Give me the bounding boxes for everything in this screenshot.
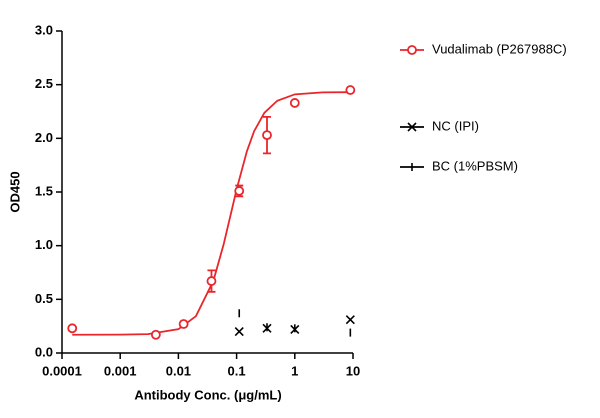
x-tick-label: 0.0001 (42, 363, 82, 378)
legend-marker (407, 45, 417, 55)
y-tick-label: 0.0 (35, 344, 53, 359)
point (67, 323, 78, 334)
y-axis-title: OD450 (7, 171, 22, 212)
x-tick-label: 10 (346, 363, 360, 378)
x-axis-title: Antibody Conc. (μg/mL) (134, 387, 281, 402)
y-tick-label: 2.5 (35, 76, 53, 91)
point (289, 98, 300, 108)
y-tick-label: 0.5 (35, 291, 53, 306)
y-tick-label: 2.0 (35, 130, 53, 145)
y-tick-label: 1.5 (35, 183, 53, 198)
point (234, 326, 244, 337)
legend-label: Vudalimab (P267988C) (432, 41, 567, 56)
x-tick-label: 0.01 (166, 363, 191, 378)
point (206, 276, 217, 286)
fit-curve (72, 91, 351, 336)
point (345, 85, 356, 95)
legend-marker (407, 122, 417, 132)
point (178, 319, 189, 329)
y-tick-label: 1.0 (35, 237, 53, 252)
x-tick-label: 0.1 (228, 363, 246, 378)
point (345, 315, 355, 325)
point (262, 130, 272, 141)
point (150, 329, 161, 340)
x-tick-label: 0.001 (104, 363, 137, 378)
y-tick-label: 3.0 (35, 22, 53, 37)
legend-label: NC (IPI) (432, 118, 479, 133)
legend-label: BC (1%PBSM) (432, 158, 518, 173)
point (234, 186, 245, 196)
x-tick-label: 1 (291, 363, 298, 378)
